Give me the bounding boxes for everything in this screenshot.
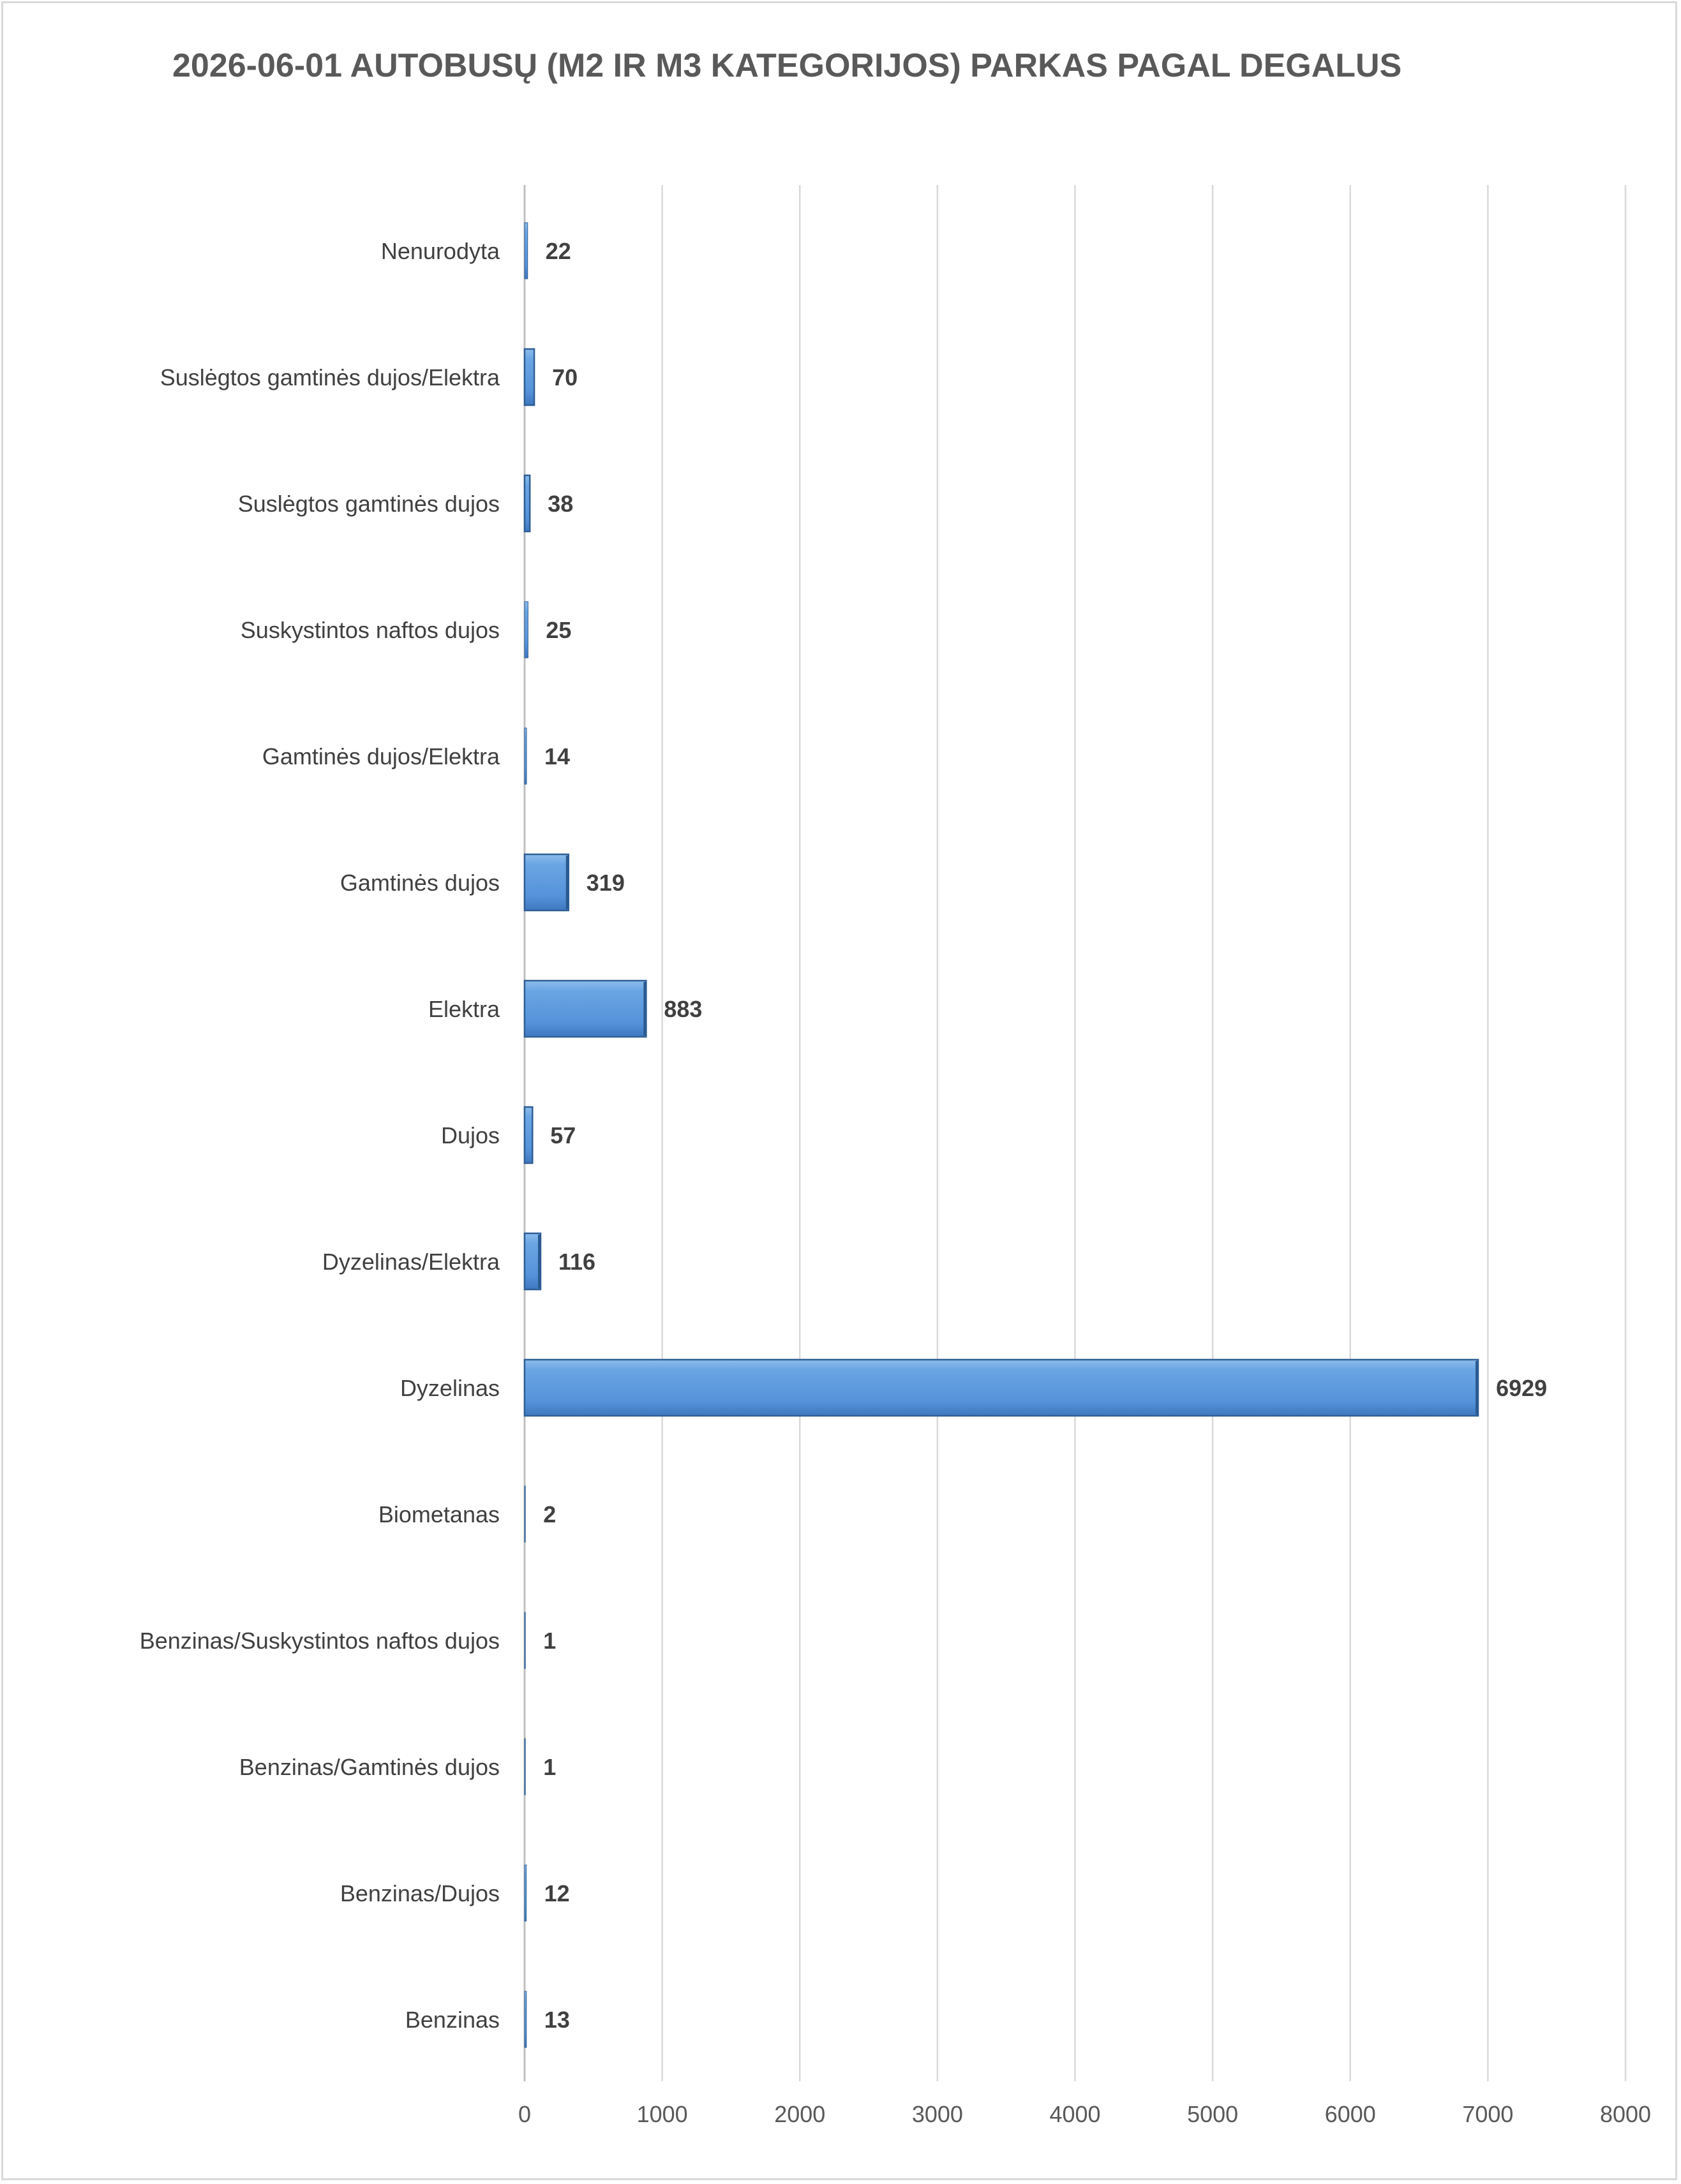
data-label: 70 — [552, 364, 578, 390]
bar — [523, 979, 647, 1038]
bar — [523, 474, 531, 533]
data-label: 116 — [558, 1249, 595, 1275]
category-label: Gamtinės dujos — [340, 870, 500, 896]
category-label: Elektra — [428, 996, 500, 1022]
bar — [523, 1358, 1479, 1417]
category-label: Dujos — [441, 1122, 500, 1148]
data-label: 14 — [544, 743, 570, 769]
data-label: 2 — [543, 1501, 556, 1527]
data-label: 319 — [586, 870, 625, 896]
data-label: 38 — [548, 491, 573, 517]
x-tick-label: 0 — [518, 2101, 531, 2127]
data-label: 25 — [546, 617, 571, 643]
data-label: 12 — [544, 1880, 570, 1906]
x-tick-label: 5000 — [1187, 2101, 1238, 2127]
category-label: Benzinas/Dujos — [340, 1880, 500, 1906]
bar — [524, 727, 527, 785]
category-label: Nenurodyta — [381, 238, 500, 264]
chart-title: 2026-06-01 AUTOBUSŲ (M2 IR M3 KATEGORIJO… — [172, 47, 1402, 84]
category-label: Gamtinės dujos/Elektra — [262, 743, 500, 769]
data-label: 22 — [546, 238, 571, 264]
bar — [524, 601, 528, 658]
x-tick-label: 7000 — [1462, 2101, 1513, 2127]
data-label: 883 — [664, 996, 702, 1022]
bar — [524, 1991, 527, 2048]
bar — [523, 348, 535, 406]
bar — [524, 1864, 527, 1922]
category-label: Biometanas — [378, 1501, 500, 1527]
x-tick-label: 3000 — [912, 2101, 963, 2127]
x-tick-label: 8000 — [1600, 2101, 1651, 2127]
x-tick-label: 4000 — [1049, 2101, 1100, 2127]
category-label: Suslėgtos gamtinės dujos — [238, 491, 500, 517]
category-label: Dyzelinas — [400, 1375, 500, 1401]
x-tick-label: 2000 — [774, 2101, 825, 2127]
category-label: Suskystintos naftos dujos — [241, 617, 500, 643]
data-label: 1 — [543, 1628, 556, 1654]
bar — [523, 1106, 534, 1164]
data-label: 6929 — [1496, 1375, 1547, 1401]
bar — [524, 222, 528, 279]
category-label: Benzinas/Gamtinės dujos — [239, 1754, 500, 1780]
data-label: 1 — [543, 1754, 556, 1780]
category-label: Benzinas/Suskystintos naftos dujos — [140, 1628, 500, 1654]
labels: 0 1000 2000 3000 4000 5000 6000 7000 8000 Nenurod… — [140, 238, 1651, 2127]
bars — [523, 222, 1479, 2048]
x-tick-label: 6000 — [1325, 2101, 1376, 2127]
category-label: Suslėgtos gamtinės dujos/Elektra — [160, 364, 500, 390]
data-label: 13 — [544, 2007, 570, 2033]
category-label: Dyzelinas/Elektra — [322, 1249, 500, 1275]
category-label: Benzinas — [405, 2007, 500, 2033]
x-tick-label: 1000 — [637, 2101, 688, 2127]
data-label: 57 — [550, 1122, 576, 1148]
gridlines — [523, 185, 1627, 2081]
bar — [523, 853, 570, 912]
